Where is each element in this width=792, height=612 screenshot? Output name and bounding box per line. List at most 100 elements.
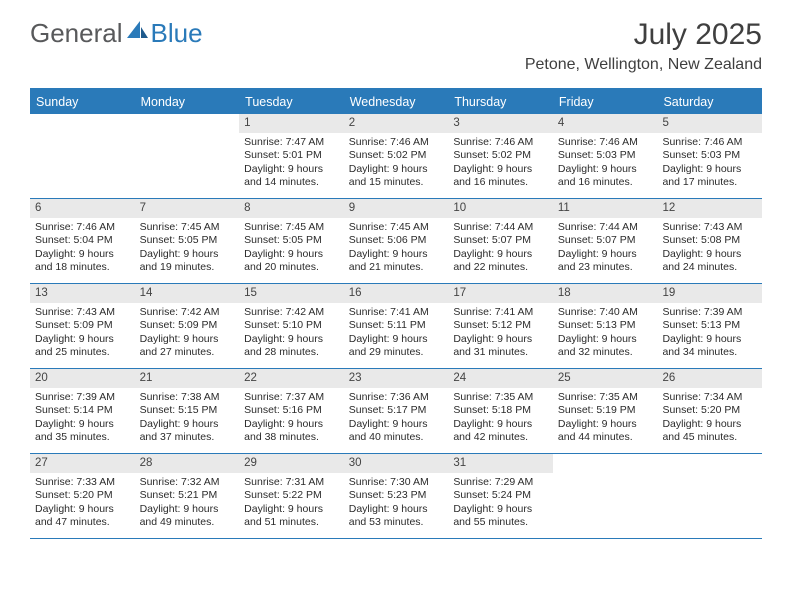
day-number: 29 [239, 454, 344, 473]
sunset-text: Sunset: 5:13 PM [662, 319, 757, 332]
day-cell [657, 454, 762, 538]
sunset-text: Sunset: 5:05 PM [244, 234, 339, 247]
sunset-text: Sunset: 5:19 PM [558, 404, 653, 417]
day-body: Sunrise: 7:44 AMSunset: 5:07 PMDaylight:… [553, 218, 658, 279]
daylight-text-2: and 53 minutes. [349, 516, 444, 529]
day-cell: 24Sunrise: 7:35 AMSunset: 5:18 PMDayligh… [448, 369, 553, 453]
day-body: Sunrise: 7:37 AMSunset: 5:16 PMDaylight:… [239, 388, 344, 449]
daylight-text-1: Daylight: 9 hours [558, 333, 653, 346]
daylight-text-2: and 49 minutes. [140, 516, 235, 529]
sunrise-text: Sunrise: 7:36 AM [349, 391, 444, 404]
week-row: 27Sunrise: 7:33 AMSunset: 5:20 PMDayligh… [30, 454, 762, 539]
day-body: Sunrise: 7:46 AMSunset: 5:02 PMDaylight:… [344, 133, 449, 194]
day-cell: 9Sunrise: 7:45 AMSunset: 5:06 PMDaylight… [344, 199, 449, 283]
sunset-text: Sunset: 5:07 PM [453, 234, 548, 247]
daylight-text-1: Daylight: 9 hours [140, 503, 235, 516]
daylight-text-1: Daylight: 9 hours [558, 248, 653, 261]
sunrise-text: Sunrise: 7:46 AM [558, 136, 653, 149]
day-header-row: SundayMondayTuesdayWednesdayThursdayFrid… [30, 90, 762, 114]
daylight-text-2: and 35 minutes. [35, 431, 130, 444]
brand-text-general: General [30, 18, 123, 49]
sunrise-text: Sunrise: 7:32 AM [140, 476, 235, 489]
daylight-text-2: and 15 minutes. [349, 176, 444, 189]
day-number: 14 [135, 284, 240, 303]
day-number: 2 [344, 114, 449, 133]
daylight-text-2: and 55 minutes. [453, 516, 548, 529]
daylight-text-1: Daylight: 9 hours [349, 503, 444, 516]
daylight-text-2: and 34 minutes. [662, 346, 757, 359]
sunrise-text: Sunrise: 7:33 AM [35, 476, 130, 489]
day-number: 19 [657, 284, 762, 303]
daylight-text-2: and 21 minutes. [349, 261, 444, 274]
daylight-text-2: and 51 minutes. [244, 516, 339, 529]
sunset-text: Sunset: 5:12 PM [453, 319, 548, 332]
day-body: Sunrise: 7:45 AMSunset: 5:06 PMDaylight:… [344, 218, 449, 279]
sunset-text: Sunset: 5:13 PM [558, 319, 653, 332]
day-cell [553, 454, 658, 538]
daylight-text-2: and 42 minutes. [453, 431, 548, 444]
week-row: 1Sunrise: 7:47 AMSunset: 5:01 PMDaylight… [30, 114, 762, 199]
title-block: July 2025 Petone, Wellington, New Zealan… [525, 18, 762, 74]
daylight-text-1: Daylight: 9 hours [453, 418, 548, 431]
daylight-text-2: and 19 minutes. [140, 261, 235, 274]
sunset-text: Sunset: 5:22 PM [244, 489, 339, 502]
daylight-text-1: Daylight: 9 hours [35, 248, 130, 261]
day-number: 22 [239, 369, 344, 388]
day-number: 24 [448, 369, 553, 388]
day-cell [30, 114, 135, 198]
day-number: 15 [239, 284, 344, 303]
day-header: Monday [135, 90, 240, 114]
daylight-text-2: and 16 minutes. [453, 176, 548, 189]
daylight-text-1: Daylight: 9 hours [244, 333, 339, 346]
day-cell: 2Sunrise: 7:46 AMSunset: 5:02 PMDaylight… [344, 114, 449, 198]
day-body: Sunrise: 7:44 AMSunset: 5:07 PMDaylight:… [448, 218, 553, 279]
daylight-text-1: Daylight: 9 hours [35, 503, 130, 516]
sunrise-text: Sunrise: 7:37 AM [244, 391, 339, 404]
sail-icon [127, 21, 149, 39]
month-title: July 2025 [525, 18, 762, 52]
day-body: Sunrise: 7:34 AMSunset: 5:20 PMDaylight:… [657, 388, 762, 449]
sunset-text: Sunset: 5:24 PM [453, 489, 548, 502]
weeks-container: 1Sunrise: 7:47 AMSunset: 5:01 PMDaylight… [30, 114, 762, 539]
week-row: 6Sunrise: 7:46 AMSunset: 5:04 PMDaylight… [30, 199, 762, 284]
day-cell: 6Sunrise: 7:46 AMSunset: 5:04 PMDaylight… [30, 199, 135, 283]
day-header: Tuesday [239, 90, 344, 114]
day-number: 10 [448, 199, 553, 218]
day-body: Sunrise: 7:40 AMSunset: 5:13 PMDaylight:… [553, 303, 658, 364]
daylight-text-2: and 23 minutes. [558, 261, 653, 274]
sunrise-text: Sunrise: 7:43 AM [35, 306, 130, 319]
day-cell: 21Sunrise: 7:38 AMSunset: 5:15 PMDayligh… [135, 369, 240, 453]
day-body: Sunrise: 7:41 AMSunset: 5:11 PMDaylight:… [344, 303, 449, 364]
day-body: Sunrise: 7:39 AMSunset: 5:13 PMDaylight:… [657, 303, 762, 364]
daylight-text-2: and 47 minutes. [35, 516, 130, 529]
day-cell: 29Sunrise: 7:31 AMSunset: 5:22 PMDayligh… [239, 454, 344, 538]
day-body: Sunrise: 7:47 AMSunset: 5:01 PMDaylight:… [239, 133, 344, 194]
day-number: 18 [553, 284, 658, 303]
day-cell: 1Sunrise: 7:47 AMSunset: 5:01 PMDaylight… [239, 114, 344, 198]
day-cell: 25Sunrise: 7:35 AMSunset: 5:19 PMDayligh… [553, 369, 658, 453]
sunset-text: Sunset: 5:04 PM [35, 234, 130, 247]
day-number: 28 [135, 454, 240, 473]
daylight-text-1: Daylight: 9 hours [35, 333, 130, 346]
day-number: 20 [30, 369, 135, 388]
day-header: Saturday [657, 90, 762, 114]
sunset-text: Sunset: 5:18 PM [453, 404, 548, 417]
sunrise-text: Sunrise: 7:43 AM [662, 221, 757, 234]
day-body: Sunrise: 7:46 AMSunset: 5:03 PMDaylight:… [553, 133, 658, 194]
daylight-text-2: and 37 minutes. [140, 431, 235, 444]
day-cell: 15Sunrise: 7:42 AMSunset: 5:10 PMDayligh… [239, 284, 344, 368]
day-number: 1 [239, 114, 344, 133]
daylight-text-2: and 32 minutes. [558, 346, 653, 359]
daylight-text-2: and 38 minutes. [244, 431, 339, 444]
sunset-text: Sunset: 5:09 PM [35, 319, 130, 332]
sunset-text: Sunset: 5:06 PM [349, 234, 444, 247]
day-cell: 12Sunrise: 7:43 AMSunset: 5:08 PMDayligh… [657, 199, 762, 283]
location-text: Petone, Wellington, New Zealand [525, 56, 762, 74]
day-number: 23 [344, 369, 449, 388]
day-body: Sunrise: 7:45 AMSunset: 5:05 PMDaylight:… [239, 218, 344, 279]
daylight-text-2: and 45 minutes. [662, 431, 757, 444]
day-body: Sunrise: 7:46 AMSunset: 5:03 PMDaylight:… [657, 133, 762, 194]
day-number: 25 [553, 369, 658, 388]
brand-logo: General Blue [30, 18, 203, 49]
daylight-text-1: Daylight: 9 hours [662, 248, 757, 261]
